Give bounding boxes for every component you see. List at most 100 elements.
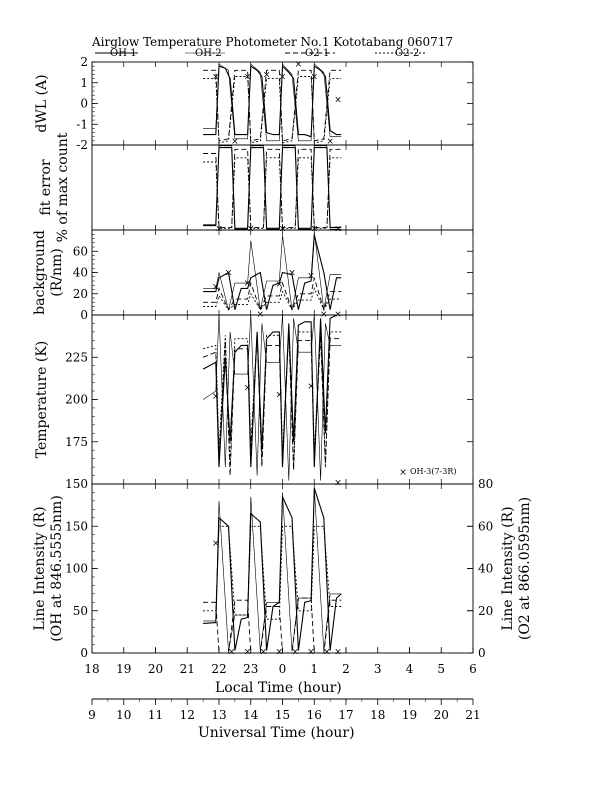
series-oh-2-line <box>203 232 342 310</box>
series-o2-1-line <box>202 331 342 476</box>
universal-tick-label: 18 <box>370 708 385 722</box>
oh3-point-background: × <box>276 280 284 290</box>
series-oh-2-line <box>203 63 342 142</box>
series-oh-2-line <box>203 488 342 652</box>
local-tick-label: 6 <box>469 662 477 676</box>
local-tick-label: 21 <box>180 662 195 676</box>
legend-label-oh-2: OH-2 <box>195 48 222 59</box>
local-tick-label: 3 <box>374 662 382 676</box>
oh3-point-intensity: × <box>276 647 284 657</box>
chart-title: Airglow Temperature Photometer No.1 Koto… <box>91 35 453 49</box>
legend-label-o2-1: O2-1 <box>305 48 329 59</box>
oh3-marker: × <box>399 468 407 478</box>
local-tick-label: 19 <box>116 662 131 676</box>
oh3-point-dwl: × <box>279 73 287 83</box>
universal-tick-label: 19 <box>402 708 417 722</box>
ylabel-intensity: (OH at 846.5555nm) <box>49 495 65 642</box>
universal-tick-label: 17 <box>338 708 353 722</box>
oh3-point-dwl: × <box>212 73 220 83</box>
oh3-point-temperature: × <box>307 382 315 392</box>
ytick-label-intensity: 150 <box>65 519 88 533</box>
oh3-point-fit_error: × <box>334 224 342 234</box>
oh3-point-intensity: × <box>323 647 331 657</box>
series-group-temperature <box>202 315 342 481</box>
universal-tick-label: 14 <box>243 708 259 722</box>
ytick-label-intensity: 0 <box>80 646 88 660</box>
ylabel-background: (R/nm) <box>49 248 65 296</box>
oh3-point-fit_error: × <box>247 224 255 234</box>
ytick-label-dwl: 1 <box>80 76 88 90</box>
ytick-label-temperature: 175 <box>65 435 88 449</box>
series-o2-2-line <box>203 525 342 620</box>
universal-tick-label: 12 <box>180 708 195 722</box>
oh3-point-fit_error: × <box>215 224 223 234</box>
series-o2-1-line <box>203 597 342 653</box>
y2label-intensity: Line Intensity (R) <box>500 506 516 630</box>
ylabel-fit_error: % of max count <box>55 132 71 242</box>
local-tick-label: 0 <box>279 662 287 676</box>
series-oh-1-line <box>203 235 342 310</box>
series-o2-2-line <box>202 328 342 468</box>
series-o2-2-line <box>203 287 342 311</box>
series-oh-1-line <box>203 64 342 138</box>
universal-time-label: Universal Time (hour) <box>198 725 355 741</box>
series-oh-1-line <box>203 488 342 651</box>
oh3-point-intensity: × <box>244 647 252 657</box>
panel-fit_error: fit error% of max count × × × × × <box>38 132 474 242</box>
universal-tick-label: 10 <box>116 708 131 722</box>
universal-tick-label: 20 <box>434 708 449 722</box>
oh3-point-background: × <box>225 269 233 279</box>
series-oh-2-line <box>203 145 342 230</box>
legend-label-o2-2: O2-2 <box>395 48 419 59</box>
oh3-point-intensity: × <box>228 647 236 657</box>
ytick-label-dwl: 2 <box>80 55 88 69</box>
oh3-point-intensity: × <box>334 647 342 657</box>
y2tick-label-intensity: 80 <box>478 477 493 491</box>
series-oh-1-line <box>203 147 342 229</box>
oh3-point-intensity: × <box>260 647 268 657</box>
ylabel-background: background <box>32 230 48 315</box>
oh3-point-temperature: × <box>334 478 342 488</box>
ytick-label-dwl: 0 <box>80 97 88 111</box>
universal-tick-label: 11 <box>148 708 163 722</box>
ylabel-temperature: Temperature (K) <box>34 341 50 459</box>
oh3-point-background: × <box>212 282 220 292</box>
series-o2-2-line <box>203 76 342 144</box>
oh3-point-temperature: × <box>212 392 220 402</box>
oh3-point-dwl: × <box>310 73 318 83</box>
legend-label-oh-1: OH-1 <box>110 48 137 59</box>
y2tick-label-intensity: 20 <box>478 604 493 618</box>
ytick-label-temperature: 150 <box>65 477 88 491</box>
oh3-note-label: OH-3(7-3R) <box>410 467 456 476</box>
oh3-point-intensity: × <box>307 647 315 657</box>
oh3-point-dwl: × <box>263 70 271 80</box>
oh3-point-intensity: × <box>212 539 220 549</box>
y2tick-label-intensity: 40 <box>478 562 493 576</box>
oh3-point-temperature: × <box>276 390 284 400</box>
series-group-fit_error <box>203 145 342 230</box>
series-group-intensity <box>203 488 342 653</box>
ytick-label-background: 60 <box>73 244 88 258</box>
series-o2-1-line <box>203 277 342 312</box>
ylabel-intensity: Line Intensity (R) <box>32 506 48 630</box>
oh3-point-background: × <box>288 269 296 279</box>
universal-tick-label: 16 <box>307 708 322 722</box>
series-o2-1-line <box>203 148 342 228</box>
ytick-label-temperature: 200 <box>65 393 88 407</box>
universal-tick-label: 15 <box>275 708 290 722</box>
local-time-label: Local Time (hour) <box>215 680 342 696</box>
panel-dwl: -2 -1 0 1 2 dWL (A) × × × × × × × × × <box>34 55 474 152</box>
local-tick-label: 4 <box>406 662 414 676</box>
y2tick-label-intensity: 0 <box>478 646 486 660</box>
ytick-label-background: 40 <box>73 266 88 280</box>
legend: OH-1 OH-2 O2-1 O2-2 <box>95 48 425 59</box>
oh3-point-dwl: × <box>231 137 239 147</box>
oh3-point-fit_error: × <box>279 224 287 234</box>
oh3-point-dwl: × <box>334 95 342 105</box>
oh3-point-dwl: × <box>244 73 252 83</box>
oh3-point-dwl: × <box>295 60 303 70</box>
local-tick-label: 2 <box>342 662 350 676</box>
ylabel-fit_error: fit error <box>38 159 54 216</box>
